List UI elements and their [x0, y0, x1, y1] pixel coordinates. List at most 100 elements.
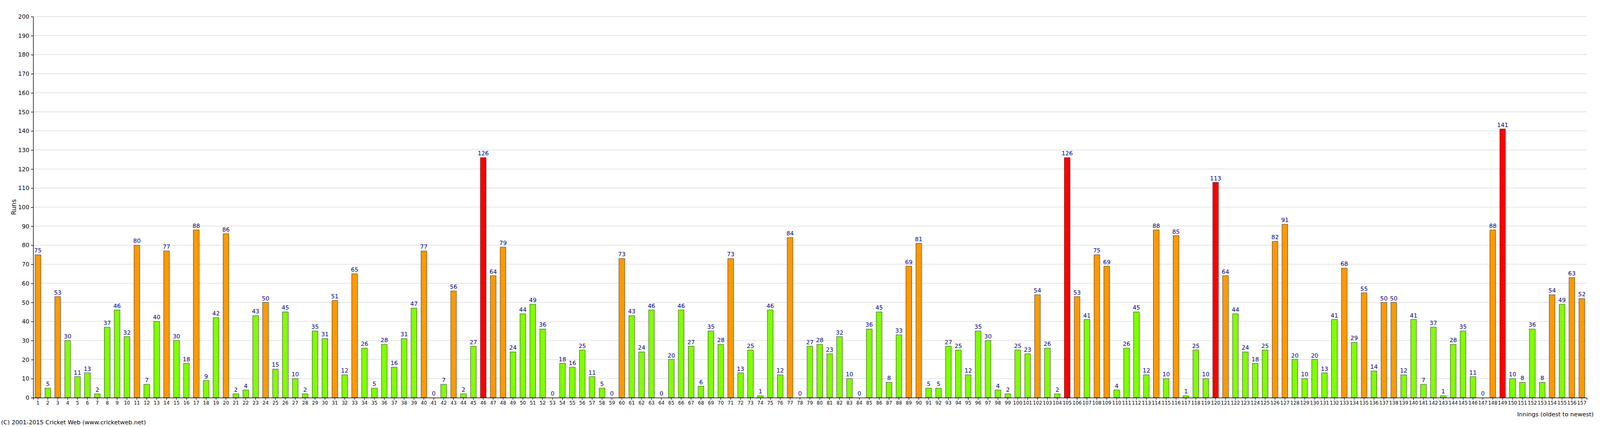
x-tick: 152 — [1528, 397, 1538, 406]
x-tick: 6 — [85, 397, 90, 406]
x-tick: 29 — [312, 397, 319, 406]
data-label: 53 — [53, 289, 62, 296]
y-tick-label: 100 — [18, 203, 30, 211]
x-tick-label: 83 — [846, 400, 853, 406]
y-tick-label: 60 — [21, 280, 30, 287]
x-tick: 102 — [1033, 397, 1043, 406]
bar — [183, 363, 190, 398]
bar — [213, 317, 220, 398]
y-tick-label: 40 — [21, 317, 30, 325]
x-tick-mark — [1126, 397, 1127, 400]
x-tick-label: 2 — [46, 400, 50, 406]
x-tick: 66 — [678, 397, 685, 406]
x-tick: 73 — [747, 397, 754, 406]
bar — [559, 363, 566, 398]
x-tick-mark — [789, 397, 791, 400]
x-tick-label: 101 — [1022, 400, 1032, 406]
x-tick-label: 99 — [1004, 400, 1012, 406]
bar — [817, 344, 823, 398]
data-label: 45 — [1132, 304, 1141, 311]
x-tick: 154 — [1547, 397, 1557, 406]
x-tick-label: 95 — [965, 400, 972, 406]
x-tick-mark — [740, 397, 741, 400]
x-tick: 33 — [351, 397, 358, 406]
x-tick-mark — [216, 397, 217, 400]
y-tick-mark — [30, 169, 34, 170]
x-tick-label: 84 — [856, 400, 863, 406]
data-label: 25 — [954, 342, 963, 350]
x-tick-mark — [186, 397, 187, 400]
grid-line — [33, 225, 1587, 227]
y-tick: 0 — [25, 394, 34, 402]
bar — [698, 386, 704, 398]
x-tick-label: 65 — [668, 400, 675, 406]
data-label: 5 — [926, 380, 931, 388]
x-tick: 18 — [203, 397, 210, 406]
y-tick-mark — [30, 92, 34, 94]
x-axis: 1234567891011121314151617181920212223242… — [33, 397, 1588, 406]
x-tick: 7 — [96, 397, 100, 406]
bar — [1380, 302, 1387, 398]
x-tick-mark — [1333, 397, 1335, 400]
grid-line — [33, 206, 1587, 208]
data-label: 23 — [1024, 346, 1032, 354]
data-label: 126 — [1061, 149, 1073, 157]
data-label: 23 — [826, 346, 834, 354]
y-tick-mark — [30, 397, 34, 398]
x-tick-mark — [1314, 397, 1315, 400]
y-tick: 160 — [18, 89, 34, 97]
x-tick-mark — [918, 397, 919, 400]
data-label: 20 — [667, 352, 676, 359]
data-label: 10 — [845, 370, 854, 378]
x-tick-label: 135 — [1359, 400, 1369, 406]
x-tick-mark — [878, 397, 880, 400]
bar — [757, 395, 764, 398]
x-tick-mark — [1185, 397, 1187, 400]
data-label: 88 — [1489, 222, 1497, 230]
bar — [371, 387, 378, 398]
data-label: 12 — [776, 366, 784, 374]
data-label: 4 — [996, 382, 1000, 390]
bar — [539, 328, 546, 398]
y-tick-label: 90 — [21, 222, 30, 230]
data-label: 29 — [1350, 334, 1358, 342]
x-tick: 127 — [1280, 397, 1290, 406]
bar — [975, 330, 982, 398]
data-label: 50 — [1380, 294, 1388, 302]
x-tick: 109 — [1102, 397, 1112, 406]
data-label: 41 — [1409, 312, 1418, 319]
y-tick-mark — [30, 321, 34, 322]
x-tick-mark — [1522, 397, 1523, 400]
x-tick-mark — [720, 397, 722, 400]
data-label: 141 — [1497, 121, 1509, 129]
x-tick-mark — [225, 397, 227, 400]
data-label: 46 — [766, 302, 774, 310]
x-tick: 128 — [1290, 397, 1300, 406]
data-label: 16 — [568, 359, 576, 367]
x-tick: 113 — [1141, 397, 1151, 406]
x-tick: 74 — [757, 397, 764, 406]
x-tick: 67 — [688, 397, 694, 406]
x-tick-label: 143 — [1438, 400, 1448, 406]
x-tick: 52 — [539, 397, 546, 406]
x-tick-mark — [1155, 397, 1157, 400]
x-tick-label: 151 — [1517, 400, 1527, 406]
bar — [1499, 129, 1506, 398]
x-tick: 98 — [994, 397, 1002, 406]
data-label: 26 — [1122, 340, 1131, 348]
data-label: 73 — [726, 250, 735, 258]
x-tick: 126 — [1270, 397, 1280, 406]
x-tick-label: 41 — [430, 400, 437, 406]
data-label: 4 — [1114, 382, 1119, 390]
data-label: 0 — [857, 389, 862, 397]
x-tick-mark — [1373, 397, 1375, 400]
data-label: 33 — [895, 326, 903, 334]
data-label: 8 — [1540, 374, 1544, 382]
bar — [262, 302, 269, 398]
x-tick-mark — [433, 397, 435, 400]
y-tick: 200 — [18, 13, 34, 21]
bar — [598, 387, 605, 398]
data-label: 1 — [758, 387, 763, 395]
x-tick-label: 112 — [1131, 400, 1141, 406]
x-tick: 75 — [767, 397, 774, 406]
